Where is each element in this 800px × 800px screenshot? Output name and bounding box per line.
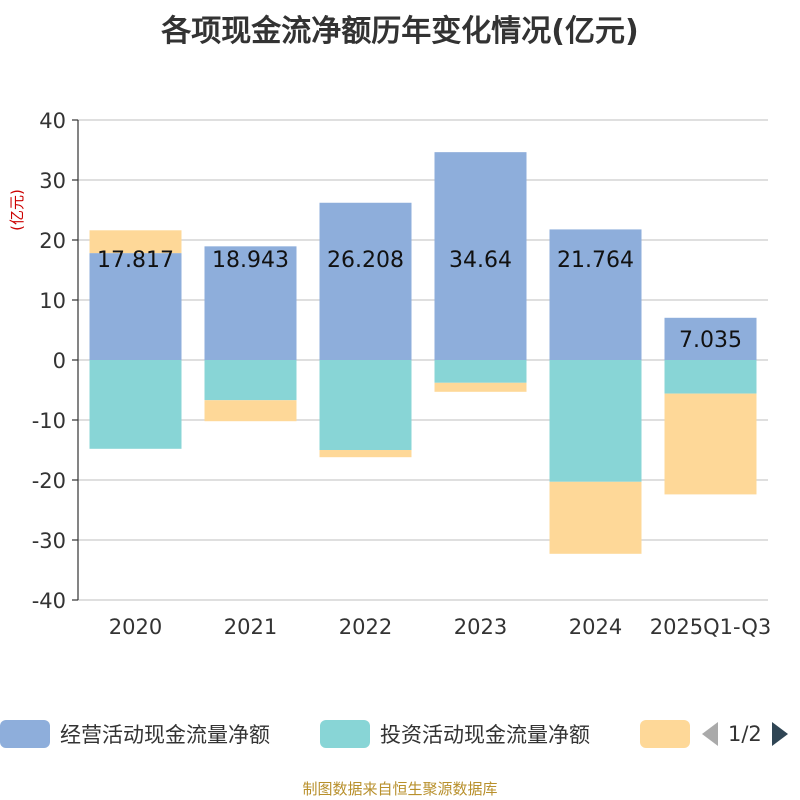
data-label-2023: 34.64 [449, 248, 512, 273]
bar-2022-series-1[interactable] [319, 360, 412, 450]
y-tick-label: 10 [39, 289, 66, 313]
bar-2025Q1-Q3-series-2[interactable] [664, 393, 757, 495]
chart-area: 40 30 20 10 0 -10 -20 -30 -40 (亿元) 2020 2021 2022 202… [8, 109, 771, 639]
legend-swatch-operating [0, 720, 50, 748]
bar-2024-series-0[interactable] [549, 229, 642, 360]
bar-2022-series-2[interactable] [319, 450, 412, 458]
x-tick-label: 2025Q1-Q3 [650, 615, 772, 639]
bar-2020-series-2[interactable] [89, 230, 182, 254]
label-layer: 17.817 18.943 26.208 34.64 21.764 7.035 [97, 248, 742, 353]
bar-2023-series-2[interactable] [434, 382, 527, 392]
bar-2021-series-0[interactable] [204, 246, 297, 360]
bar-2023-series-1[interactable] [434, 360, 527, 383]
bar-2022-series-0[interactable] [319, 202, 412, 360]
bar-2025Q1-Q3-series-1[interactable] [664, 360, 757, 394]
legend-prev-page-icon[interactable] [700, 720, 720, 748]
data-label-2022: 26.208 [327, 248, 404, 273]
legend-item-investing[interactable]: 投资活动现金流量净额 [320, 716, 590, 752]
y-axis-unit-label: (亿元) [8, 189, 26, 231]
bar-2024-series-2[interactable] [549, 481, 642, 554]
y-tick-label: -40 [32, 589, 66, 613]
y-tick-label: -10 [32, 409, 66, 433]
data-label-2021: 18.943 [212, 248, 289, 273]
data-source-note: 制图数据来自恒生聚源数据库 [302, 780, 498, 798]
legend-item-financing[interactable] [640, 716, 690, 752]
axis-layer: 40 30 20 10 0 -10 -20 -30 -40 (亿元) 2020 2021 2022 202… [8, 109, 771, 639]
y-tick-label: 20 [39, 229, 66, 253]
data-label-2024: 21.764 [557, 248, 634, 273]
legend-swatch-investing [320, 720, 370, 748]
legend-label-investing: 投资活动现金流量净额 [380, 723, 590, 747]
bar-2025Q1-Q3-series-0[interactable] [664, 317, 757, 360]
bar-2021-series-2[interactable] [204, 400, 297, 422]
y-tick-label: -30 [32, 529, 66, 553]
y-tick-label: -20 [32, 469, 66, 493]
x-tick-label: 2021 [224, 615, 277, 639]
bar-2020-series-1[interactable] [89, 360, 182, 449]
bar-2020-series-0[interactable] [89, 253, 182, 360]
data-label-2020: 17.817 [97, 248, 174, 273]
x-tick-label: 2024 [569, 615, 622, 639]
legend-label-operating: 经营活动现金流量净额 [60, 723, 270, 747]
legend-swatch-financing [640, 720, 690, 748]
bar-2024-series-1[interactable] [549, 360, 642, 482]
legend-pager: 1/2 [700, 716, 790, 752]
y-tick-label: 30 [39, 169, 66, 193]
legend-next-page-icon[interactable] [770, 720, 790, 748]
data-label-2025Q1-Q3: 7.035 [679, 328, 742, 353]
y-tick-label: 40 [39, 109, 66, 133]
x-tick-label: 2020 [109, 615, 162, 639]
bar-layer [89, 152, 757, 554]
chart-title: 各项现金流净额历年变化情况(亿元) [161, 14, 639, 49]
legend: 经营活动现金流量净额 投资活动现金流量净额 1/2 [0, 716, 800, 752]
grid-layer [78, 119, 768, 601]
bar-2023-series-0[interactable] [434, 152, 527, 360]
legend-item-operating[interactable]: 经营活动现金流量净额 [0, 716, 270, 752]
legend-page-indicator: 1/2 [728, 722, 762, 746]
bar-2021-series-1[interactable] [204, 360, 297, 401]
x-tick-label: 2023 [454, 615, 507, 639]
x-tick-label: 2022 [339, 615, 392, 639]
y-tick-label: 0 [53, 349, 66, 373]
